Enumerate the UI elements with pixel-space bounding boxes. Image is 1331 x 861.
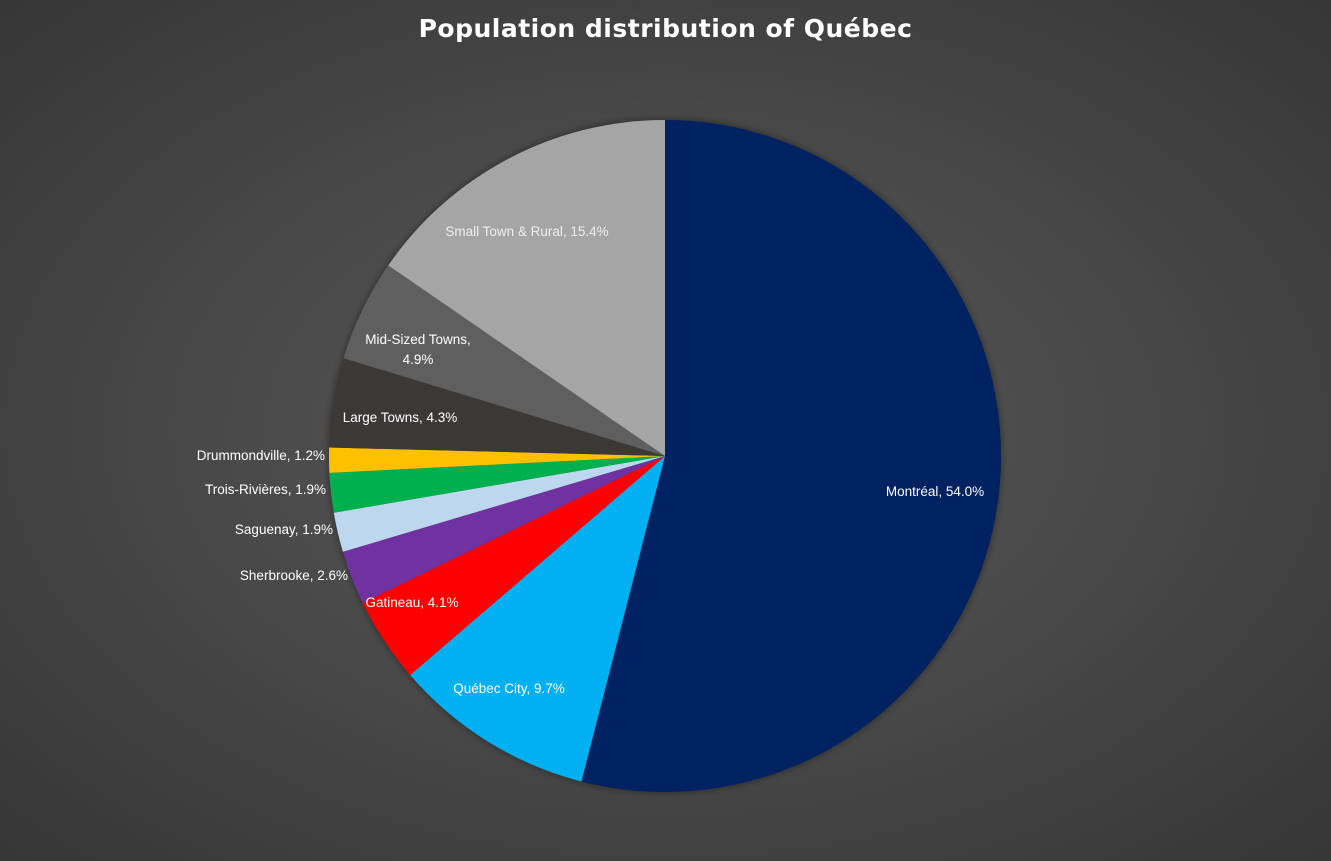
pie-slice-drummondville: [329, 447, 665, 473]
data-label-montr-al: Montréal, 54.0%: [886, 484, 984, 499]
data-label-drummondville: Drummondville, 1.2%: [197, 448, 325, 463]
pie-slice-trois-rivi-res: [329, 456, 665, 513]
data-label-sherbrooke: Sherbrooke, 2.6%: [240, 568, 348, 583]
chart-title: Population distribution of Québec: [418, 14, 913, 43]
pie-slice-mid-sized-towns: [343, 265, 665, 456]
data-label-gatineau: Gatineau, 4.1%: [365, 595, 458, 610]
data-label-small-town-rural: Small Town & Rural, 15.4%: [445, 224, 608, 239]
data-label-trois-rivi-res: Trois-Rivières, 1.9%: [205, 482, 326, 497]
pie-slice-large-towns: [329, 358, 665, 456]
pie-slice-saguenay: [333, 456, 665, 552]
pie-slice-montr-al: [581, 120, 1002, 792]
data-label-large-towns: Large Towns, 4.3%: [343, 410, 458, 425]
data-label-qu-bec-city: Québec City, 9.7%: [453, 681, 565, 696]
pie-slice-small-town-rural: [388, 120, 665, 456]
data-label-saguenay: Saguenay, 1.9%: [235, 522, 333, 537]
pie-slice-qu-bec-city: [410, 456, 665, 782]
data-label-mid-sized-towns: Mid-Sized Towns, 4.9%: [365, 332, 471, 367]
pie-slice-sherbrooke: [342, 456, 665, 603]
pie-slice-gatineau: [362, 456, 665, 676]
